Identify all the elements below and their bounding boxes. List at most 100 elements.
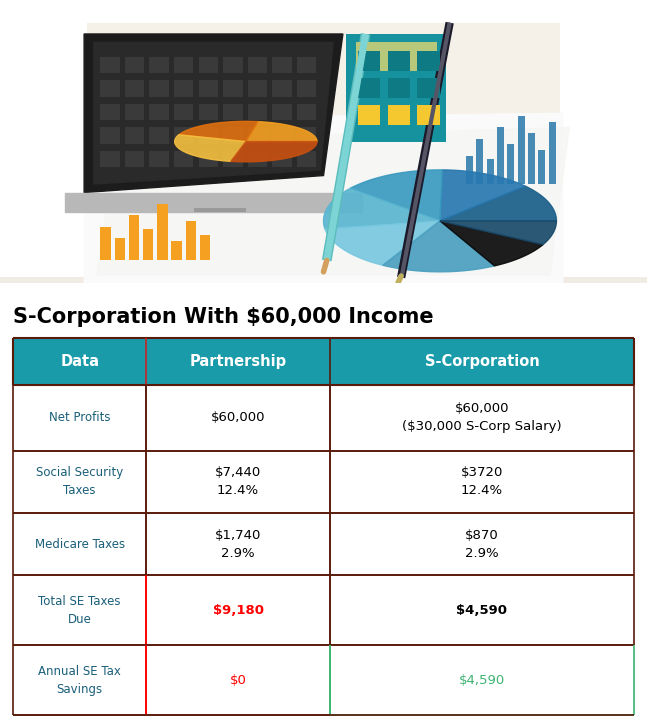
Bar: [100, 150, 120, 167]
Bar: [272, 80, 292, 97]
Text: $3720
12.4%: $3720 12.4%: [461, 467, 503, 497]
Bar: [13, 513, 146, 576]
Bar: [560, 0, 647, 283]
Bar: [146, 513, 330, 576]
Text: $7,440
12.4%: $7,440 12.4%: [215, 467, 261, 497]
Bar: [100, 227, 111, 261]
Text: $0: $0: [230, 674, 247, 687]
Bar: [297, 80, 316, 97]
Bar: [223, 80, 243, 97]
Bar: [388, 78, 410, 98]
Text: $60,000
($30,000 S-Corp Salary): $60,000 ($30,000 S-Corp Salary): [402, 402, 562, 433]
Bar: [346, 34, 446, 142]
Bar: [538, 150, 545, 184]
Bar: [149, 104, 169, 120]
Text: $9,180: $9,180: [213, 604, 263, 617]
Text: $60,000: $60,000: [211, 412, 265, 424]
Bar: [223, 150, 243, 167]
Polygon shape: [231, 142, 317, 162]
Bar: [358, 78, 380, 98]
Polygon shape: [440, 221, 556, 245]
Bar: [143, 229, 153, 261]
Bar: [487, 158, 494, 184]
Bar: [272, 57, 292, 73]
Bar: [174, 127, 193, 144]
Bar: [248, 104, 267, 120]
Bar: [356, 42, 437, 70]
Bar: [330, 451, 634, 513]
Bar: [528, 133, 535, 184]
Bar: [174, 150, 193, 167]
Polygon shape: [94, 42, 333, 184]
Bar: [417, 78, 440, 98]
Bar: [100, 80, 120, 97]
Bar: [248, 150, 267, 167]
Bar: [125, 80, 144, 97]
Bar: [194, 208, 246, 212]
Polygon shape: [84, 34, 343, 192]
Text: S-Corporation With $60,000 Income: S-Corporation With $60,000 Income: [13, 306, 433, 327]
Bar: [272, 127, 292, 144]
Bar: [125, 57, 144, 73]
Bar: [297, 127, 316, 144]
Polygon shape: [175, 135, 246, 161]
Polygon shape: [440, 186, 556, 221]
Bar: [199, 150, 218, 167]
Polygon shape: [179, 121, 258, 142]
Bar: [223, 104, 243, 120]
Polygon shape: [246, 122, 317, 142]
Bar: [497, 127, 504, 184]
Bar: [0, 0, 647, 23]
Polygon shape: [383, 221, 494, 272]
Bar: [199, 104, 218, 120]
Polygon shape: [97, 128, 569, 274]
Bar: [330, 513, 634, 576]
Bar: [466, 155, 473, 184]
Bar: [0, 0, 87, 283]
Polygon shape: [84, 113, 563, 283]
Bar: [330, 385, 634, 451]
Bar: [115, 238, 125, 261]
Bar: [149, 80, 169, 97]
Bar: [146, 576, 330, 645]
Bar: [146, 385, 330, 451]
Bar: [223, 127, 243, 144]
Text: Net Profits: Net Profits: [49, 412, 111, 424]
Bar: [13, 451, 146, 513]
Text: Partnership: Partnership: [190, 354, 287, 369]
Bar: [518, 116, 525, 184]
Text: Data: Data: [60, 354, 99, 369]
Bar: [149, 150, 169, 167]
Bar: [507, 144, 514, 184]
Polygon shape: [440, 170, 525, 221]
Bar: [388, 51, 410, 70]
Bar: [100, 57, 120, 73]
Text: $870
2.9%: $870 2.9%: [465, 529, 499, 560]
Bar: [129, 215, 139, 261]
Bar: [330, 576, 634, 645]
Bar: [330, 645, 634, 715]
Bar: [149, 57, 169, 73]
Bar: [125, 104, 144, 120]
Text: Medicare Taxes: Medicare Taxes: [35, 538, 125, 551]
Text: $4,590: $4,590: [459, 674, 505, 687]
Bar: [146, 451, 330, 513]
Bar: [0, 277, 647, 283]
Polygon shape: [440, 221, 543, 266]
Bar: [174, 80, 193, 97]
Bar: [297, 150, 316, 167]
Bar: [13, 338, 146, 385]
Bar: [223, 57, 243, 73]
Bar: [388, 105, 410, 125]
Bar: [248, 57, 267, 73]
Bar: [199, 57, 218, 73]
Bar: [297, 57, 316, 73]
Bar: [171, 240, 182, 261]
Bar: [146, 645, 330, 715]
Text: Social Security
Taxes: Social Security Taxes: [36, 467, 124, 497]
Bar: [125, 150, 144, 167]
Bar: [200, 235, 210, 261]
Bar: [13, 385, 146, 451]
Text: $4,590: $4,590: [456, 604, 507, 617]
Polygon shape: [324, 188, 440, 229]
